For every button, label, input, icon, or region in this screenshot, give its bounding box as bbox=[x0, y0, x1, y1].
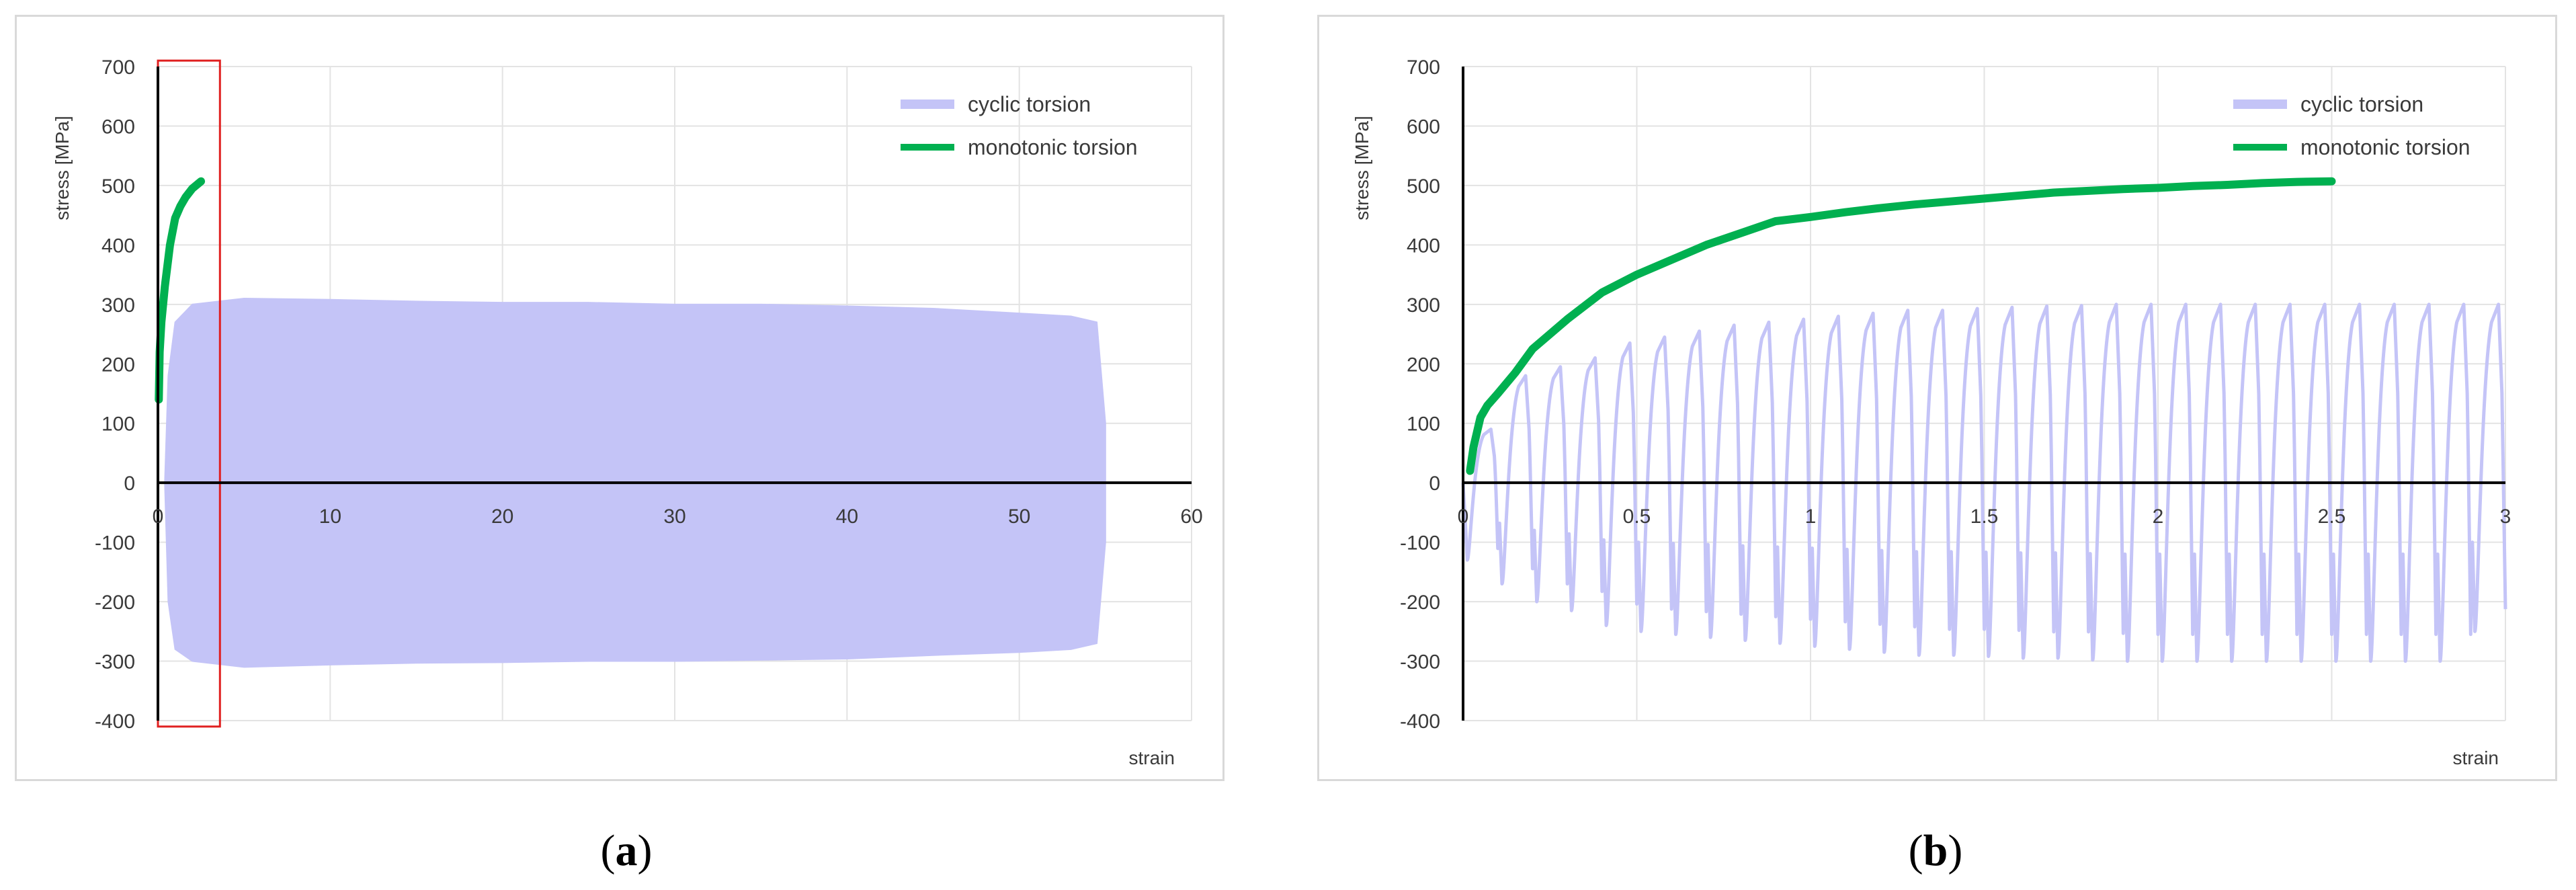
x-axis-title: strain bbox=[2453, 747, 2499, 768]
y-tick-label: 300 bbox=[1407, 294, 1440, 317]
x-tick-label: 1 bbox=[1805, 505, 1817, 528]
y-tick-label: 500 bbox=[101, 175, 135, 198]
y-tick-label: -300 bbox=[95, 651, 135, 674]
caption-a: (a) bbox=[559, 825, 694, 877]
y-tick-label: 500 bbox=[1407, 175, 1440, 198]
monotonic-torsion-line bbox=[1466, 177, 2336, 475]
caption-b: (b) bbox=[1868, 825, 2003, 877]
x-tick-label: 60 bbox=[1180, 505, 1202, 528]
y-tick-label: -300 bbox=[1400, 651, 1440, 674]
y-tick-label: 700 bbox=[1407, 56, 1440, 79]
x-tick-label: 50 bbox=[1008, 505, 1030, 528]
y-axis-title: stress [MPa] bbox=[52, 116, 73, 220]
legend-entry: monotonic torsion bbox=[2300, 135, 2470, 159]
x-tick-label: 3 bbox=[2500, 505, 2511, 528]
caption-b-close: ) bbox=[1948, 826, 1963, 875]
y-tick-label: 400 bbox=[101, 235, 135, 257]
y-tick-label: 400 bbox=[1407, 235, 1440, 257]
y-tick-label: 300 bbox=[101, 294, 135, 317]
y-tick-label: 600 bbox=[101, 116, 135, 138]
chart-b-frame bbox=[1317, 15, 2557, 781]
y-tick-label: 200 bbox=[101, 354, 135, 376]
caption-b-open: ( bbox=[1908, 826, 1923, 875]
caption-a-letter: a bbox=[615, 826, 638, 875]
x-tick-label: 2 bbox=[2153, 505, 2164, 528]
x-tick-label: 1.5 bbox=[1970, 505, 1999, 528]
y-tick-label: -100 bbox=[95, 532, 135, 555]
y-tick-label: 0 bbox=[1429, 473, 1440, 495]
x-tick-label: 10 bbox=[319, 505, 341, 528]
x-tick-label: 0.5 bbox=[1623, 505, 1651, 528]
y-tick-label: -200 bbox=[1400, 592, 1440, 614]
x-axis-title: strain bbox=[1129, 747, 1175, 768]
x-tick-label: 2.5 bbox=[2318, 505, 2346, 528]
caption-a-close: ) bbox=[637, 826, 653, 875]
legend-entry: monotonic torsion bbox=[968, 135, 1138, 159]
y-tick-label: -200 bbox=[95, 592, 135, 614]
y-tick-label: -100 bbox=[1400, 532, 1440, 555]
cyclic-torsion-line bbox=[1461, 302, 2507, 663]
y-tick-label: -400 bbox=[95, 711, 135, 733]
y-tick-label: 600 bbox=[1407, 116, 1440, 138]
x-tick-label: 30 bbox=[663, 505, 685, 528]
legend-entry: cyclic torsion bbox=[2300, 92, 2423, 116]
x-tick-label: 20 bbox=[491, 505, 513, 528]
caption-a-open: ( bbox=[600, 826, 616, 875]
y-tick-label: 100 bbox=[101, 413, 135, 436]
caption-b-letter: b bbox=[1923, 826, 1948, 875]
y-tick-label: 100 bbox=[1407, 413, 1440, 436]
y-tick-label: 700 bbox=[101, 56, 135, 79]
y-tick-label: 0 bbox=[124, 473, 135, 495]
y-tick-label: 200 bbox=[1407, 354, 1440, 376]
y-axis-title: stress [MPa] bbox=[1352, 116, 1372, 220]
monotonic-torsion-line bbox=[155, 177, 206, 404]
x-tick-label: 0 bbox=[153, 505, 164, 528]
legend-entry: cyclic torsion bbox=[968, 92, 1091, 116]
y-tick-label: -400 bbox=[1400, 711, 1440, 733]
x-tick-label: 40 bbox=[836, 505, 858, 528]
x-tick-label: 0 bbox=[1458, 505, 1469, 528]
